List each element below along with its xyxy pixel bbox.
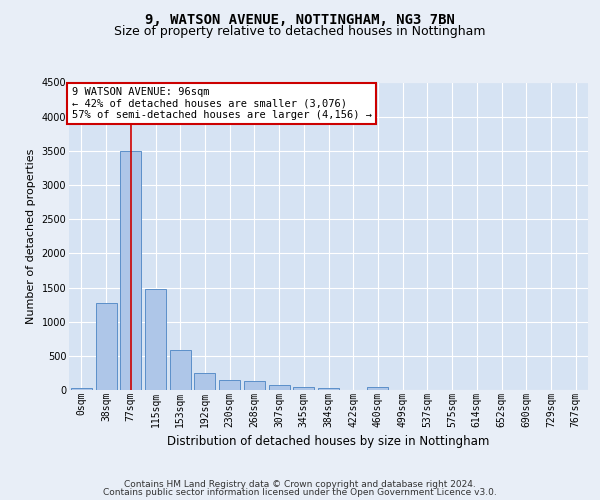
Text: Contains HM Land Registry data © Crown copyright and database right 2024.: Contains HM Land Registry data © Crown c…	[124, 480, 476, 489]
Text: Contains public sector information licensed under the Open Government Licence v3: Contains public sector information licen…	[103, 488, 497, 497]
Bar	[244, 381, 265, 390]
Bar	[367, 386, 388, 390]
Text: 9, WATSON AVENUE, NOTTINGHAM, NG3 7BN: 9, WATSON AVENUE, NOTTINGHAM, NG3 7BN	[145, 12, 455, 26]
Bar	[145, 289, 166, 390]
Y-axis label: Number of detached properties: Number of detached properties	[26, 148, 36, 324]
Bar	[293, 386, 314, 390]
Bar	[219, 380, 240, 390]
Text: 9 WATSON AVENUE: 96sqm
← 42% of detached houses are smaller (3,076)
57% of semi-: 9 WATSON AVENUE: 96sqm ← 42% of detached…	[71, 87, 371, 120]
Bar	[269, 385, 290, 390]
Bar	[71, 388, 92, 390]
X-axis label: Distribution of detached houses by size in Nottingham: Distribution of detached houses by size …	[167, 435, 490, 448]
Bar	[194, 372, 215, 390]
Bar	[318, 388, 339, 390]
Bar	[170, 350, 191, 390]
Bar	[95, 303, 116, 390]
Bar	[120, 151, 141, 390]
Text: Size of property relative to detached houses in Nottingham: Size of property relative to detached ho…	[114, 25, 486, 38]
